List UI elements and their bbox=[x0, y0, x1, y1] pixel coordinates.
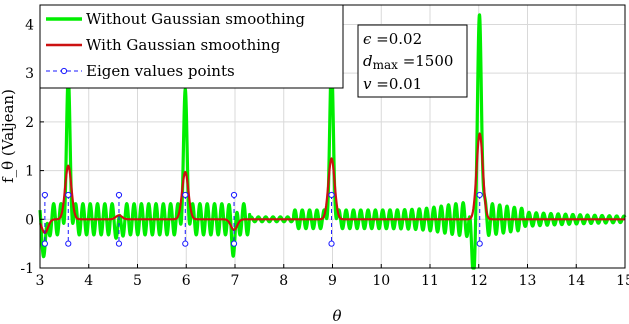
param-epsilon-equals: = bbox=[371, 30, 388, 48]
eigen-value-marker-top bbox=[41, 191, 48, 199]
series-line-with-smoothing bbox=[39, 132, 626, 235]
x-tick-label: 7 bbox=[231, 273, 240, 289]
param-v-equals: = bbox=[371, 75, 388, 93]
eigen-value-marker-bottom bbox=[65, 240, 72, 247]
y-tick-label: -1 bbox=[20, 261, 34, 277]
eigen-value-marker-bottom bbox=[41, 240, 48, 247]
eigen-value-marker-top bbox=[476, 191, 483, 199]
param-v: v =0.01 bbox=[363, 75, 422, 93]
parameters-frame bbox=[357, 24, 468, 98]
eigen-value-marker-bottom bbox=[476, 240, 483, 247]
eigen-value-marker-bottom bbox=[328, 240, 335, 247]
x-tick-label: 13 bbox=[519, 273, 537, 289]
parameters-box: ϵ =0.02 dmax =1500 v =0.01 bbox=[357, 24, 468, 98]
param-epsilon-value: 0.02 bbox=[389, 30, 422, 48]
y-axis-label: f_θ (Valjean) bbox=[0, 89, 17, 183]
x-tick-label: 5 bbox=[133, 273, 142, 289]
legend: Without Gaussian smoothing With Gaussian… bbox=[39, 4, 344, 89]
legend-marker-eigen-values bbox=[60, 67, 68, 75]
param-dmax-symbol: d bbox=[363, 52, 373, 70]
x-tick-label: 8 bbox=[279, 273, 288, 289]
legend-label-without-smoothing: Without Gaussian smoothing bbox=[86, 10, 305, 28]
legend-box bbox=[39, 4, 344, 89]
y-tick-label: 3 bbox=[25, 66, 34, 82]
y-tick-label: 0 bbox=[25, 212, 34, 228]
x-tick-label: 9 bbox=[328, 273, 337, 289]
param-dmax-value: 1500 bbox=[415, 52, 453, 70]
param-dmax: dmax =1500 bbox=[363, 52, 453, 72]
eigen-value-marker-top bbox=[328, 191, 335, 199]
y-axis-ticks: -1 0 1 2 3 4 bbox=[20, 17, 44, 277]
param-dmax-equals: = bbox=[398, 52, 415, 70]
x-tick-label: 6 bbox=[182, 273, 191, 289]
param-dmax-subscript: max bbox=[373, 58, 399, 72]
legend-label-eigen-values: Eigen values points bbox=[86, 62, 235, 80]
eigen-value-marker-bottom bbox=[230, 240, 238, 247]
param-epsilon-symbol: ϵ bbox=[363, 30, 372, 48]
x-tick-label: 15 bbox=[616, 273, 629, 289]
eigen-value-marker-top bbox=[230, 191, 238, 199]
eigen-value-marker-top bbox=[182, 191, 189, 199]
x-tick-label: 3 bbox=[36, 273, 45, 289]
y-tick-label: 2 bbox=[25, 115, 34, 131]
param-v-symbol: v bbox=[363, 75, 372, 93]
y-tick-label: 4 bbox=[25, 17, 34, 33]
param-epsilon: ϵ =0.02 bbox=[363, 30, 422, 48]
x-tick-label: 10 bbox=[372, 273, 390, 289]
x-tick-label: 11 bbox=[421, 273, 439, 289]
x-tick-label: 4 bbox=[84, 273, 93, 289]
y-tick-label: 1 bbox=[25, 164, 34, 180]
eigen-value-marker-top bbox=[65, 191, 72, 199]
x-axis-label: θ bbox=[332, 307, 341, 324]
eigen-values-layer bbox=[41, 191, 483, 247]
legend-label-with-smoothing: With Gaussian smoothing bbox=[86, 36, 281, 54]
x-tick-label: 12 bbox=[470, 273, 488, 289]
eigen-value-marker-bottom bbox=[182, 240, 189, 247]
x-axis-ticks: 3 4 5 6 7 8 9 10 11 12 13 14 15 bbox=[36, 264, 629, 289]
eigen-value-marker-bottom bbox=[115, 240, 123, 247]
param-v-value: 0.01 bbox=[389, 75, 422, 93]
eigen-value-marker-top bbox=[115, 191, 123, 199]
x-tick-label: 14 bbox=[567, 273, 585, 289]
